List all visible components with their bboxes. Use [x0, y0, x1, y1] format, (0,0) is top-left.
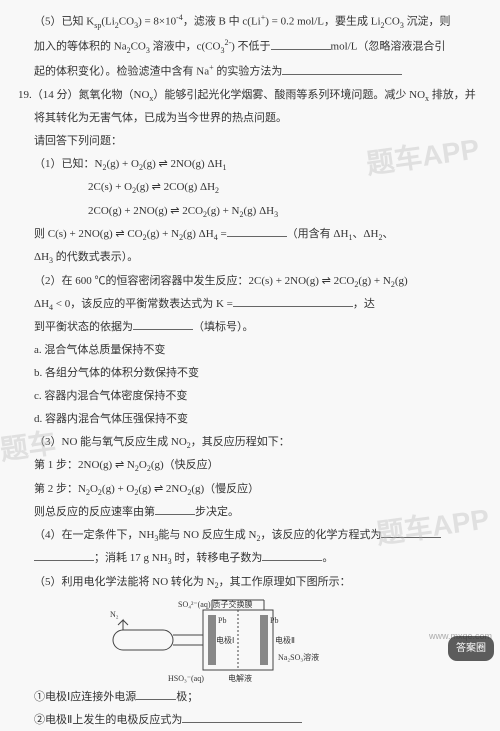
q19-p2-l3: 到平衡状态的依据为（填标号）。: [18, 317, 482, 338]
q18-5-line1: （5）已知 Ksp(Li2CO3) = 8×10-4，滤液 B 中 c(Li+)…: [18, 10, 482, 33]
q19-sub1: ①电极Ⅰ应连接外电源极；: [18, 687, 482, 708]
q19-p3-step2: 第 2 步：N2O2(g) + O2(g) ⇌ 2NO2(g)（慢反应）: [18, 479, 482, 500]
diagram-br: 电解液: [228, 673, 252, 683]
q19-p1-eq3: 2CO(g) + 2NO(g) ⇌ 2CO2(g) + N2(g) ΔH3: [18, 201, 482, 222]
q19-p4-l1: （4）在一定条件下，NH3能与 NO 反应生成 N2，该反应的化学方程式为: [18, 525, 482, 546]
q19-intro3: 请回答下列问题：: [18, 131, 482, 152]
q19-p1-eq1: （1）已知：N2(g) + O2(g) ⇌ 2NO(g) ΔH1: [18, 154, 482, 175]
q19-intro2: 将其转化为无害气体，已成为当今世界的热点问题。: [18, 108, 482, 129]
q19-p1-eq2: 2C(s) + O2(g) ⇌ 2CO(g) ΔH2: [18, 177, 482, 198]
diagram-pb2: Pb: [270, 616, 278, 625]
q19-header: 19.（14 分）氮氧化物（NOx）能够引起光化学烟雾、酸雨等系列环境问题。减少…: [18, 85, 482, 106]
q19-p3-concl: 则总反应的反应速率由第步决定。: [18, 502, 482, 523]
diagram-e2: 电极Ⅱ: [275, 635, 295, 645]
app-badge: 答案圈: [448, 636, 494, 661]
q19-p4-l2: ；消耗 17 g NH3 时，转移电子数为。: [18, 548, 482, 569]
diagram-e1: 电极Ⅰ: [216, 635, 234, 645]
q19-p2-b: b. 各组分气体的体积分数保持不变: [18, 363, 482, 384]
diagram-label-top: SO₄²⁻(aq) 质子交换膜: [178, 599, 253, 609]
q19-p2-l2: ΔH4 < 0，该反应的平衡常数表达式为 K =，达: [18, 294, 482, 315]
diagram-bl: HSO₃⁻(aq): [168, 674, 204, 683]
q18-5-line3: 起的体积变化）。检验滤渣中含有 Na+ 的实验方法为: [18, 60, 482, 83]
q19-p3-l1: （3）NO 能与氧气反应生成 NO2，其反应历程如下：: [18, 432, 482, 453]
q19-p1-then2: ΔH3 的代数式表示）。: [18, 247, 482, 268]
q19-p2-d: d. 容器内混合气体压强保持不变: [18, 409, 482, 430]
electrochemistry-diagram: SO₄²⁻(aq) 质子交换膜 N₂ Pb Pb 电极Ⅰ 电极Ⅱ HSO₃⁻(a…: [108, 595, 348, 685]
q19-p1-then: 则 C(s) + 2NO(g) ⇌ CO2(g) + N2(g) ΔH4 =（用…: [18, 224, 482, 245]
diagram-pb1: Pb: [218, 616, 226, 625]
q19-p3-step1: 第 1 步：2NO(g) ⇌ N2O2(g)（快反应）: [18, 455, 482, 476]
q19-p2-c: c. 容器内混合气体密度保持不变: [18, 386, 482, 407]
diagram-right: Na₂SO₃溶液: [278, 652, 319, 662]
diagram-n2: N₂: [110, 610, 119, 619]
q19-p2-a: a. 混合气体总质量保持不变: [18, 340, 482, 361]
q19-sub2: ②电极Ⅱ上发生的电极反应式为: [18, 710, 482, 731]
q18-5-line2: 加入的等体积的 Na2CO3 溶液中，c(CO32-) 不低于mol/L（忽略溶…: [18, 35, 482, 58]
q19-p5-l1: （5）利用电化学法能将 NO 转化为 N2，其工作原理如下图所示：: [18, 572, 482, 593]
q19-p2-l1: （2）在 600 ℃的恒容密闭容器中发生反应：2C(s) + 2NO(g) ⇌ …: [18, 271, 482, 292]
